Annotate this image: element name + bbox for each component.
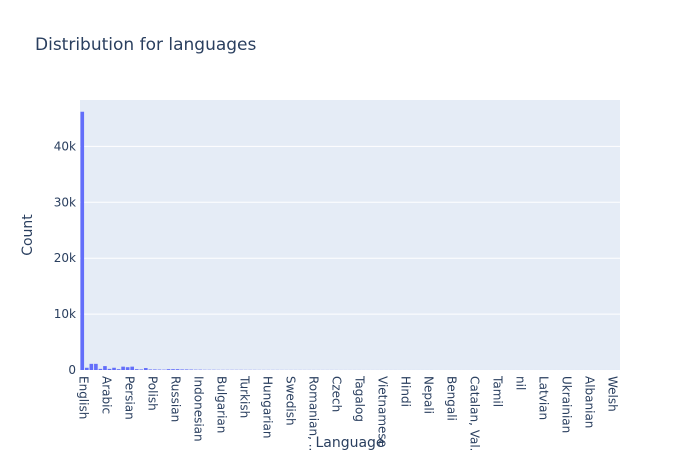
- x-tick-label: Turkish: [238, 375, 252, 418]
- bar: [112, 367, 116, 370]
- x-tick-label: Catalan, Val...: [468, 376, 482, 450]
- bar: [121, 366, 125, 370]
- y-tick-label: 20k: [54, 251, 76, 265]
- y-axis-ticks: 0 10k 20k 30k 40k: [54, 139, 76, 377]
- bar: [98, 368, 103, 370]
- x-tick-label: Ukrainian: [560, 376, 574, 433]
- y-tick-label: 0: [68, 363, 76, 377]
- bar: [80, 111, 85, 371]
- x-tick-label: Hindi: [399, 376, 413, 407]
- x-tick-label: Swedish: [284, 376, 298, 426]
- gridlines: [80, 145, 620, 315]
- x-tick-label: Tagalog: [353, 375, 367, 422]
- x-tick-label: English: [77, 376, 91, 419]
- x-tick-label: Bengali: [445, 376, 459, 421]
- plot-area: [80, 100, 620, 370]
- bar: [143, 368, 148, 370]
- x-tick-label: Welsh: [606, 376, 620, 412]
- bar: [171, 369, 175, 370]
- chart-title: Distribution for languages: [35, 35, 257, 55]
- x-tick-label: Nepali: [422, 376, 436, 414]
- bar: [125, 367, 130, 370]
- bar: [153, 369, 157, 370]
- x-tick-label: Romanian, ...: [307, 376, 321, 450]
- bar: [184, 369, 189, 370]
- bar: [116, 369, 121, 370]
- x-tick-label: Albanian: [583, 376, 597, 428]
- x-tick-label: Persian: [123, 376, 137, 420]
- y-axis-title: Count: [20, 214, 36, 256]
- bar: [166, 369, 171, 370]
- bar: [103, 366, 107, 370]
- x-tick-label: nil: [514, 376, 528, 390]
- bar: [139, 369, 144, 370]
- x-tick-label: Russian: [169, 376, 183, 422]
- bars: [80, 111, 620, 371]
- x-tick-label: Tamil: [491, 375, 505, 407]
- bar: [175, 369, 180, 370]
- y-tick-label: 10k: [54, 307, 76, 321]
- x-tick-label: Arabic: [100, 376, 114, 414]
- x-tick-label: Latvian: [537, 376, 551, 420]
- x-tick-label: Hungarian: [261, 376, 275, 438]
- y-tick-label: 40k: [54, 139, 76, 153]
- x-tick-label: Polish: [146, 376, 160, 411]
- bar: [84, 367, 89, 370]
- x-tick-label: Indonesian: [192, 376, 206, 442]
- bar: [130, 366, 134, 370]
- bar: [89, 363, 94, 370]
- bar: [107, 368, 112, 370]
- x-tick-label: Bulgarian: [215, 376, 229, 433]
- bar: [180, 369, 184, 370]
- bar: [94, 363, 98, 370]
- x-axis-ticks: English Arabic Persian Polish Russian Indones…: [77, 375, 620, 450]
- bar: [134, 369, 139, 370]
- x-axis-title: Language: [315, 435, 384, 450]
- x-tick-label: Vietnamese: [376, 376, 390, 447]
- x-tick-label: Czech: [330, 376, 344, 412]
- y-tick-label: 30k: [54, 195, 76, 209]
- bar: [148, 369, 153, 370]
